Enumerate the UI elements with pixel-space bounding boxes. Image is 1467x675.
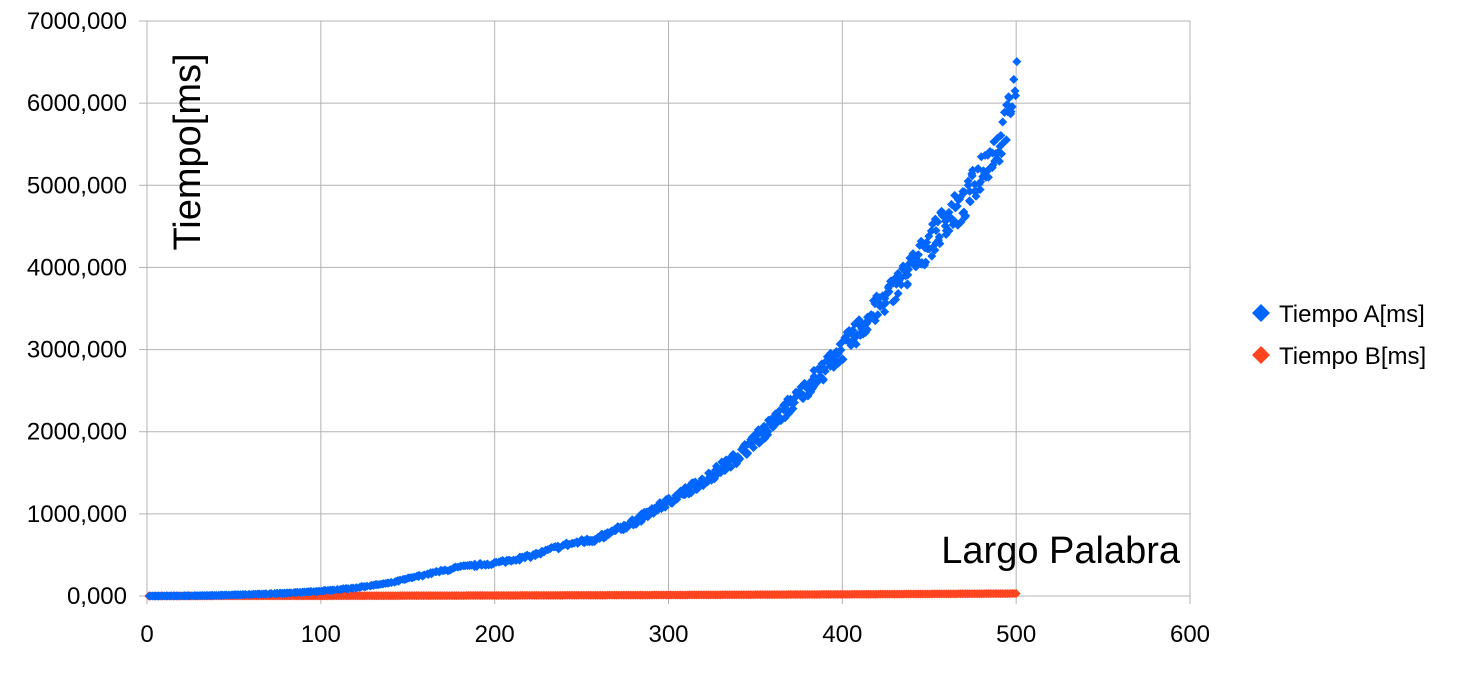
point-tiempo-a bbox=[763, 430, 773, 440]
point-tiempo-a bbox=[873, 310, 883, 320]
point-tiempo-a bbox=[930, 245, 940, 255]
point-tiempo-a bbox=[1012, 57, 1022, 67]
point-tiempo-a bbox=[983, 172, 993, 182]
point-tiempo-a bbox=[975, 185, 985, 195]
y-tick-label: 7000,000 bbox=[27, 8, 127, 35]
point-tiempo-a bbox=[998, 117, 1008, 127]
point-tiempo-a bbox=[818, 374, 828, 384]
y-tick-label: 6000,000 bbox=[27, 90, 127, 117]
y-tick-label: 1000,000 bbox=[27, 501, 127, 528]
x-tick-label: 300 bbox=[648, 621, 688, 648]
point-tiempo-a bbox=[965, 197, 975, 207]
point-tiempo-a bbox=[994, 156, 1004, 166]
point-tiempo-a bbox=[788, 404, 798, 414]
y-tick-label: 5000,000 bbox=[27, 172, 127, 199]
legend-marker bbox=[1252, 346, 1270, 364]
x-tick-label: 200 bbox=[475, 621, 515, 648]
x-tick-label: 500 bbox=[996, 621, 1036, 648]
point-tiempo-a bbox=[996, 131, 1006, 141]
point-tiempo-a bbox=[884, 287, 894, 297]
point-tiempo-a bbox=[903, 270, 913, 280]
point-tiempo-a bbox=[836, 345, 846, 355]
point-tiempo-a bbox=[952, 201, 962, 211]
legend-marker bbox=[1252, 304, 1270, 322]
point-tiempo-a bbox=[933, 217, 943, 227]
point-tiempo-a bbox=[963, 180, 973, 190]
point-tiempo-a bbox=[1009, 74, 1019, 84]
legend-label: Tiempo A[ms] bbox=[1279, 301, 1425, 328]
point-tiempo-a bbox=[903, 264, 913, 274]
point-tiempo-a bbox=[807, 384, 817, 394]
point-tiempo-a bbox=[1001, 135, 1011, 145]
point-tiempo-a bbox=[726, 462, 736, 472]
point-tiempo-a bbox=[913, 250, 923, 260]
x-tick-label: 0 bbox=[140, 621, 153, 648]
point-tiempo-a bbox=[881, 298, 891, 308]
y-tick-label: 4000,000 bbox=[27, 254, 127, 281]
point-tiempo-a bbox=[880, 307, 890, 317]
point-tiempo-a bbox=[927, 251, 937, 261]
point-tiempo-a bbox=[971, 191, 981, 201]
point-tiempo-a bbox=[1004, 92, 1014, 102]
y-tick-label: 0,000 bbox=[67, 583, 127, 610]
point-tiempo-a bbox=[967, 171, 977, 181]
point-tiempo-a bbox=[734, 455, 744, 465]
point-tiempo-a bbox=[934, 232, 944, 242]
point-tiempo-a bbox=[851, 339, 861, 349]
point-tiempo-a bbox=[921, 257, 931, 267]
point-tiempo-b bbox=[1011, 589, 1021, 599]
point-tiempo-a bbox=[838, 354, 848, 364]
point-tiempo-a bbox=[931, 225, 941, 235]
point-tiempo-a bbox=[1011, 91, 1021, 101]
point-tiempo-a bbox=[935, 239, 945, 249]
point-tiempo-a bbox=[960, 212, 970, 222]
y-tick-label: 2000,000 bbox=[27, 419, 127, 446]
point-tiempo-a bbox=[965, 186, 975, 196]
legend: Tiempo A[ms] Tiempo B[ms] bbox=[1252, 301, 1426, 370]
x-tick-label: 600 bbox=[1170, 621, 1210, 648]
x-tick-label: 400 bbox=[822, 621, 862, 648]
point-tiempo-a bbox=[896, 280, 906, 290]
x-tick-label: 100 bbox=[301, 621, 341, 648]
point-tiempo-a bbox=[893, 288, 903, 298]
point-tiempo-a bbox=[997, 149, 1007, 159]
point-tiempo-a bbox=[944, 226, 954, 236]
x-axis-title: Largo Palabra bbox=[941, 530, 1181, 572]
point-tiempo-a bbox=[743, 448, 753, 458]
legend-label: Tiempo B[ms] bbox=[1279, 343, 1426, 370]
point-tiempo-a bbox=[748, 443, 758, 453]
y-axis-title: Tiempo[ms] bbox=[167, 53, 209, 250]
y-tick-label: 3000,000 bbox=[27, 337, 127, 364]
point-tiempo-a bbox=[902, 280, 912, 290]
point-tiempo-a bbox=[862, 325, 872, 335]
point-tiempo-a bbox=[1007, 102, 1017, 112]
